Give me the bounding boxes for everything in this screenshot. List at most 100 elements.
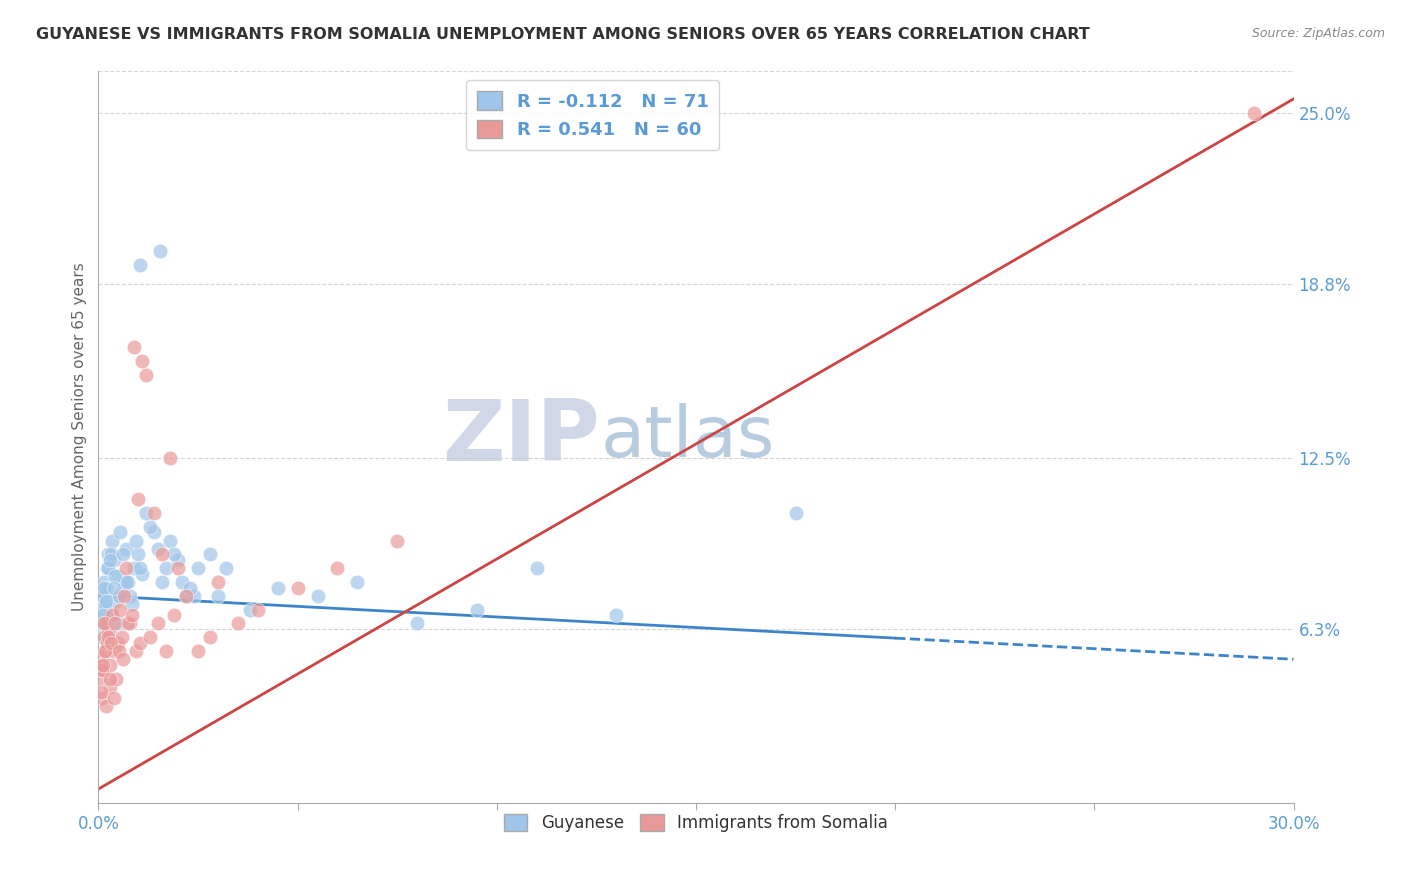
Point	[121, 608, 143, 623]
Point	[155, 561, 177, 575]
Point	[98, 602, 121, 616]
Point	[120, 616, 142, 631]
Point	[111, 586, 134, 600]
Point	[307, 589, 329, 603]
Point	[117, 574, 139, 589]
Point	[96, 561, 118, 575]
Point	[97, 561, 120, 575]
Point	[159, 450, 181, 465]
Point	[131, 354, 153, 368]
Point	[91, 652, 114, 666]
Text: ZIP: ZIP	[443, 395, 600, 479]
Point	[104, 569, 127, 583]
Point	[785, 506, 807, 520]
Point	[406, 616, 429, 631]
Point	[96, 636, 118, 650]
Point	[129, 561, 152, 575]
Point	[115, 561, 138, 575]
Point	[90, 602, 112, 616]
Point	[91, 608, 114, 623]
Point	[346, 574, 368, 589]
Point	[91, 616, 114, 631]
Point	[94, 594, 117, 608]
Point	[105, 594, 128, 608]
Point	[98, 680, 122, 694]
Point	[115, 541, 138, 556]
Y-axis label: Unemployment Among Seniors over 65 years: Unemployment Among Seniors over 65 years	[72, 263, 87, 611]
Point	[139, 630, 162, 644]
Point	[143, 525, 166, 540]
Point	[121, 597, 143, 611]
Point	[111, 630, 134, 644]
Point	[135, 506, 157, 520]
Point	[93, 630, 115, 644]
Point	[110, 525, 132, 540]
Point	[101, 533, 124, 548]
Point	[124, 340, 146, 354]
Point	[605, 608, 627, 623]
Point	[90, 690, 112, 705]
Point	[150, 548, 173, 562]
Point	[108, 644, 131, 658]
Point	[149, 244, 172, 258]
Point	[98, 657, 121, 672]
Point	[93, 574, 115, 589]
Point	[148, 541, 170, 556]
Point	[1243, 105, 1265, 120]
Legend: Guyanese, Immigrants from Somalia: Guyanese, Immigrants from Somalia	[498, 807, 894, 838]
Point	[90, 685, 112, 699]
Point	[163, 548, 186, 562]
Point	[174, 589, 197, 603]
Point	[135, 368, 157, 382]
Point	[167, 553, 190, 567]
Point	[129, 258, 152, 272]
Point	[91, 663, 114, 677]
Point	[91, 657, 114, 672]
Point	[101, 608, 124, 623]
Point	[385, 533, 409, 548]
Point	[103, 644, 125, 658]
Point	[159, 533, 181, 548]
Point	[90, 608, 112, 623]
Point	[89, 616, 111, 631]
Point	[198, 630, 221, 644]
Point	[115, 574, 138, 589]
Point	[215, 561, 238, 575]
Text: atlas: atlas	[600, 402, 775, 472]
Point	[103, 581, 125, 595]
Point	[107, 636, 129, 650]
Point	[246, 602, 269, 616]
Point	[465, 602, 488, 616]
Point	[93, 581, 115, 595]
Point	[105, 672, 128, 686]
Point	[104, 616, 127, 631]
Point	[91, 663, 114, 677]
Point	[112, 548, 135, 562]
Point	[187, 644, 209, 658]
Point	[207, 589, 229, 603]
Point	[127, 492, 149, 507]
Point	[94, 597, 117, 611]
Point	[127, 548, 149, 562]
Point	[125, 644, 148, 658]
Point	[93, 616, 115, 631]
Point	[94, 699, 117, 714]
Point	[100, 636, 122, 650]
Point	[112, 589, 135, 603]
Point	[100, 548, 122, 562]
Point	[124, 561, 146, 575]
Point	[139, 520, 162, 534]
Point	[97, 624, 120, 639]
Point	[91, 597, 114, 611]
Point	[97, 630, 120, 644]
Text: GUYANESE VS IMMIGRANTS FROM SOMALIA UNEMPLOYMENT AMONG SENIORS OVER 65 YEARS COR: GUYANESE VS IMMIGRANTS FROM SOMALIA UNEM…	[35, 27, 1090, 42]
Point	[125, 533, 148, 548]
Point	[129, 636, 152, 650]
Point	[96, 616, 118, 631]
Point	[90, 657, 112, 672]
Point	[148, 616, 170, 631]
Text: Source: ZipAtlas.com: Source: ZipAtlas.com	[1251, 27, 1385, 40]
Point	[183, 589, 205, 603]
Point	[143, 506, 166, 520]
Point	[97, 548, 120, 562]
